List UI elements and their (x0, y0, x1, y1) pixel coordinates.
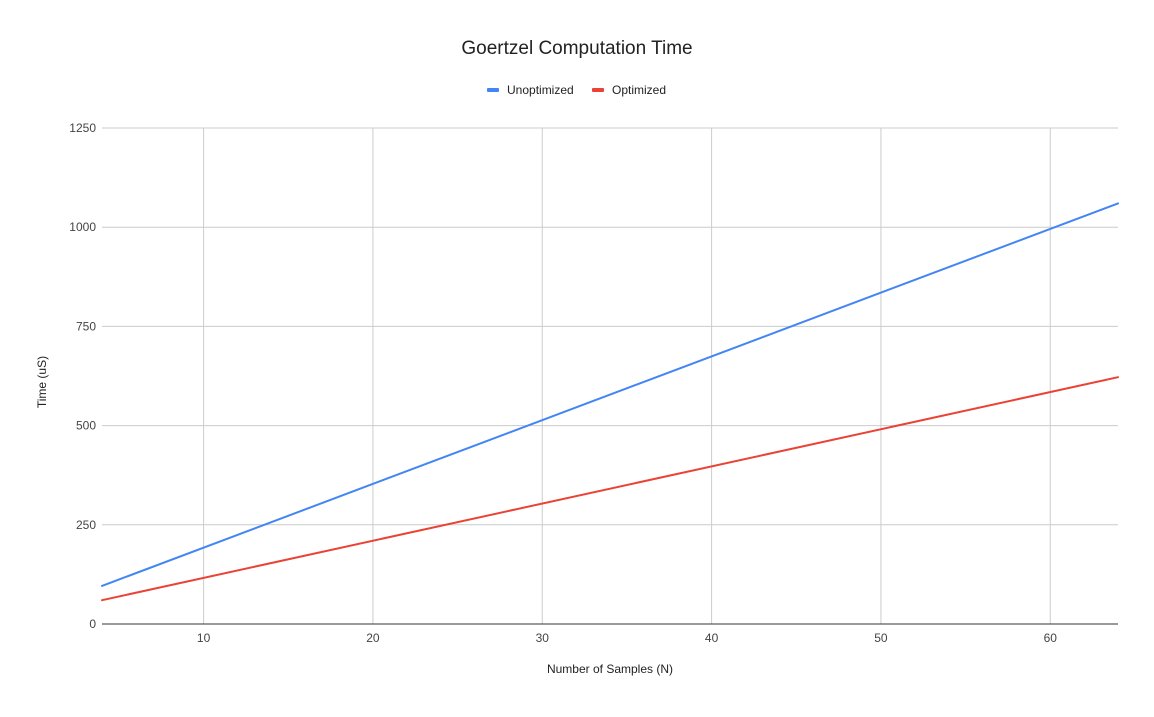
x-tick-label: 60 (1044, 631, 1058, 645)
x-tick-label: 50 (874, 631, 888, 645)
series-line-unoptimized (101, 202, 1119, 587)
y-tick-label: 500 (76, 419, 96, 433)
legend-swatch-optimized (592, 88, 604, 92)
y-tick-label: 750 (76, 319, 96, 333)
y-tick-label: 0 (89, 617, 96, 631)
series (101, 202, 1119, 602)
y-tick-label: 1250 (69, 121, 96, 135)
x-tick-label: 10 (197, 631, 211, 645)
x-axis-label: Number of Samples (N) (547, 662, 673, 676)
x-tick-label: 40 (705, 631, 719, 645)
axes: 0 250 500 750 1000 1250 10 20 30 40 50 60 (69, 121, 1118, 645)
x-tick-label: 20 (366, 631, 380, 645)
chart-title: Goertzel Computation Time (461, 38, 692, 59)
grid (102, 127, 1118, 624)
y-tick-label: 250 (76, 518, 96, 532)
y-axis-label: Time (uS) (35, 356, 49, 408)
legend-label-unoptimized: Unoptimized (507, 83, 574, 97)
legend-swatch-unoptimized (487, 88, 499, 92)
legend-label-optimized: Optimized (612, 83, 666, 97)
x-tick-label: 30 (536, 631, 550, 645)
series-line-optimized (101, 376, 1119, 602)
legend: Unoptimized Optimized (487, 83, 666, 97)
y-tick-label: 1000 (69, 220, 96, 234)
